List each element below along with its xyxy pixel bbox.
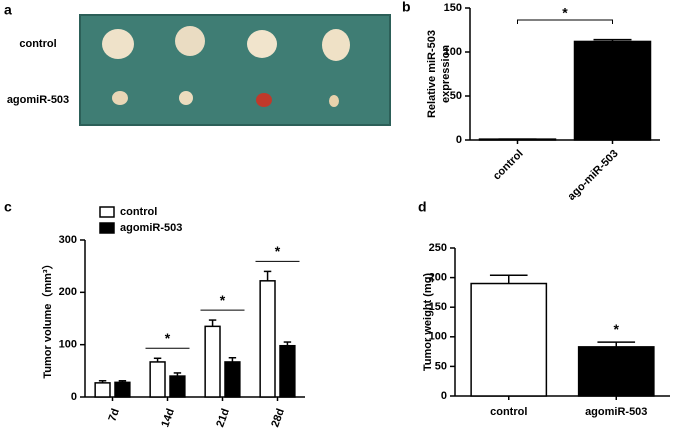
panel-letter: d [418, 199, 427, 215]
row-label: agomiR-503 [7, 94, 69, 106]
y-tick-label: 0 [441, 390, 447, 402]
y-tick-label: 100 [59, 339, 77, 351]
significance-label: * [562, 5, 568, 21]
row-label: control [19, 38, 56, 50]
y-axis-label: Tumor volume（mm³） [41, 258, 54, 378]
bar [470, 282, 548, 397]
x-tick-label: 14d [159, 407, 177, 429]
bar [94, 382, 111, 398]
bar [577, 346, 655, 397]
panel-letter: b [402, 0, 411, 15]
x-tick-label: control [490, 406, 527, 418]
panel-letter: a [4, 2, 12, 18]
y-tick-label: 300 [59, 234, 77, 246]
bar [224, 361, 241, 398]
bar [114, 381, 131, 398]
bar [204, 325, 221, 398]
y-tick-label: 200 [59, 286, 77, 298]
y-tick-label: 0 [456, 134, 462, 146]
x-tick-label: 7d [106, 407, 122, 423]
y-tick-label: 150 [429, 301, 447, 313]
bar [573, 40, 652, 141]
y-axis-label: Tumor weight (mg) [422, 273, 434, 372]
photo-border [79, 14, 391, 126]
y-tick-label: 0 [71, 391, 77, 403]
x-tick-label: control [491, 148, 526, 183]
tumors [102, 26, 350, 107]
x-tick-label: agomiR-503 [585, 406, 647, 418]
legend-label: control [120, 206, 157, 218]
legend-label: agomiR-503 [120, 222, 182, 234]
bar [149, 361, 166, 398]
y-tick-label: 50 [435, 360, 447, 372]
y-axis-label: Relative miR-503 [426, 30, 438, 118]
y-tick-label: 150 [444, 2, 462, 14]
y-axis-label: expression [440, 45, 452, 103]
x-tick-label: 21d [214, 407, 232, 429]
panel-letter: c [4, 199, 12, 215]
legend-swatch [99, 222, 115, 234]
y-tick-label: 250 [429, 242, 447, 254]
x-tick-label: 28d [269, 407, 287, 429]
bar [279, 344, 296, 398]
y-tick-label: 100 [444, 46, 462, 58]
y-tick-label: 100 [429, 331, 447, 343]
significance-bracket [517, 19, 613, 24]
bar [169, 375, 186, 398]
bar [259, 280, 276, 398]
panel-a: a control agomiR-503 [4, 2, 391, 126]
x-tick-label: ago-miR-503 [565, 148, 620, 203]
y-tick-label: 200 [429, 272, 447, 284]
legend-swatch [99, 206, 115, 218]
y-tick-label: 50 [450, 90, 462, 102]
significance-label: * [165, 330, 171, 346]
significance-label: * [275, 243, 281, 259]
significance-label: * [614, 321, 620, 337]
significance-label: * [220, 292, 226, 308]
